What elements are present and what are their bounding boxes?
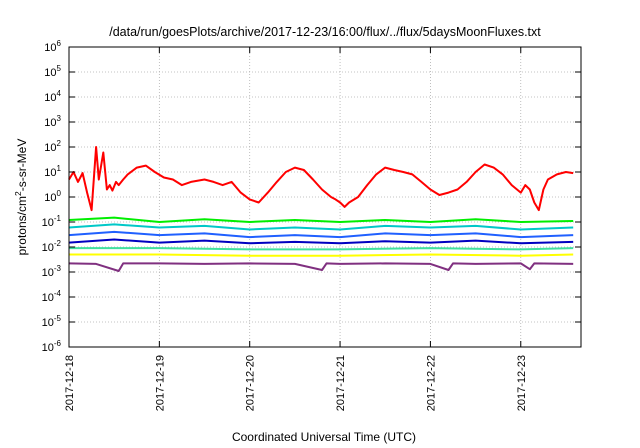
y-tick-label: 105 <box>44 64 61 79</box>
y-tick-label: 103 <box>44 114 61 129</box>
series-line <box>69 263 573 271</box>
y-tick-label: 106 <box>44 39 61 54</box>
y-tick-label: 10-4 <box>42 289 62 304</box>
series-line <box>69 224 573 229</box>
series-line <box>69 218 573 222</box>
series-line <box>69 240 573 244</box>
y-axis: 10-6 10-5 10-4 10-3 10-2 10-1 100 101 102 103 104 1… <box>42 39 581 354</box>
series-line <box>69 232 573 237</box>
y-tick-label: 104 <box>44 89 61 104</box>
y-axis-label-base: protons/cm <box>15 196 29 255</box>
x-tick-label: 2017-12-22 <box>425 355 437 411</box>
x-axis-label: Coordinated Universal Time (UTC) <box>232 430 416 444</box>
series-line <box>69 147 573 210</box>
gridlines <box>69 47 581 347</box>
series-line <box>69 248 573 249</box>
x-tick-label: 2017-12-18 <box>64 355 76 411</box>
x-tick-label: 2017-12-21 <box>335 355 347 411</box>
x-axis: 2017-12-18 2017-12-19 2017-12-20 2017-12-21… <box>64 47 528 411</box>
y-tick-label: 102 <box>44 139 61 154</box>
y-tick-label: 10-2 <box>42 239 62 254</box>
y-tick-label: 10-1 <box>42 214 62 229</box>
chart-title: /data/run/goesPlots/archive/2017-12-23/1… <box>109 25 541 39</box>
x-tick-label: 2017-12-19 <box>154 355 166 411</box>
x-tick-label: 2017-12-20 <box>245 355 257 411</box>
y-axis-label-rest: -s-sr-MeV <box>15 139 29 192</box>
y-tick-label: 100 <box>44 189 61 204</box>
x-tick-label: 2017-12-23 <box>516 355 528 411</box>
series-lines <box>69 147 573 271</box>
y-tick-label: 101 <box>44 164 61 179</box>
y-axis-label: protons/cm2-s-sr-MeV <box>13 139 29 256</box>
y-tick-label: 10-5 <box>42 314 62 329</box>
series-line <box>69 255 573 256</box>
y-tick-label: 10-6 <box>42 339 62 354</box>
y-tick-label: 10-3 <box>42 264 62 279</box>
